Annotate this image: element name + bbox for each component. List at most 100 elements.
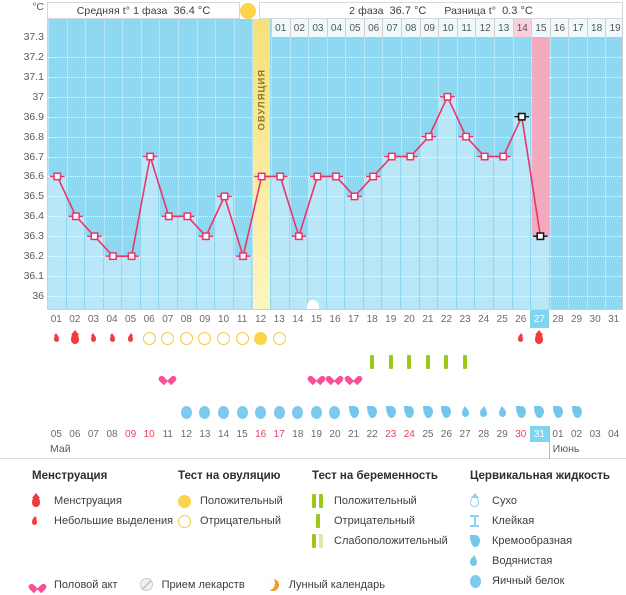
day-column[interactable] [141,156,159,309]
day-column[interactable] [216,196,233,309]
day-column[interactable] [160,216,178,309]
phase2-day-number[interactable]: 12 [475,19,494,37]
day-column[interactable] [86,236,103,309]
menstruation-row[interactable] [47,328,623,350]
phase2-day-number[interactable]: 10 [438,19,457,37]
cycle-day-label[interactable]: 21 [422,313,434,325]
day-column[interactable] [271,176,289,309]
temperature-point[interactable] [462,132,471,141]
cycle-day-label[interactable]: 08 [180,313,192,325]
calendar-date[interactable]: 02 [570,428,583,440]
menstruation-drop-small-icon[interactable] [121,328,140,348]
cycle-day-label[interactable]: 05 [125,313,137,325]
cycle-day-label[interactable]: 12 [255,313,267,325]
temperature-point[interactable] [480,152,489,161]
ovulation-test-circle-filled-icon[interactable] [251,328,270,348]
cervical-fluid-egg-icon[interactable] [196,402,215,422]
temperature-point[interactable] [499,152,508,161]
day-column[interactable] [346,196,363,309]
pregnancy-test-bar-icon[interactable] [419,352,438,372]
day-column[interactable] [364,176,382,309]
ovulation-test-circle-outline-icon[interactable] [158,328,177,348]
calendar-date[interactable]: 11 [162,428,173,440]
cervical-fluid-watery-icon[interactable] [474,402,493,422]
temperature-point[interactable] [313,172,322,181]
intercourse-heart-icon[interactable] [326,366,345,386]
calendar-date[interactable]: 22 [366,428,378,440]
pregnancy-test-bar-icon[interactable] [381,352,400,372]
calendar-date[interactable]: 05 [50,428,62,440]
phase2-day-number[interactable]: 04 [326,19,346,37]
cycle-day-label[interactable]: 24 [478,313,490,325]
temperature-point[interactable] [517,112,526,121]
temperature-point[interactable] [387,152,396,161]
calendar-date[interactable]: 31 [530,426,549,442]
day-column[interactable] [49,176,66,309]
cycle-day-label[interactable]: 28 [552,313,564,325]
cervical-fluid-creamy-icon[interactable] [344,402,363,422]
phase2-day-number[interactable]: 18 [586,19,606,37]
cycle-day-label[interactable]: 17 [348,313,360,325]
temperature-point[interactable] [71,212,80,221]
pregnancy-test-bar-icon[interactable] [400,352,419,372]
ovulation-test-circle-outline-icon[interactable] [140,328,159,348]
pregnancy-test-bar-icon[interactable] [456,352,475,372]
calendar-date[interactable]: 26 [440,428,453,440]
temperature-point[interactable] [294,232,303,241]
calendar-date[interactable]: 14 [217,428,230,440]
cycle-day-label[interactable]: 10 [217,313,230,325]
phase2-day-number[interactable]: 16 [549,19,569,37]
menstruation-drop-large-icon[interactable] [66,328,85,348]
phase2-day-number[interactable]: 05 [345,19,364,37]
calendar-date[interactable]: 03 [589,428,601,440]
calendar-date[interactable]: 10 [143,428,155,440]
pregnancy-test-row[interactable] [47,352,623,374]
day-column[interactable] [476,156,493,309]
ovulation-test-row[interactable] [47,328,623,350]
cycle-day-label[interactable]: 01 [50,313,62,325]
day-column[interactable] [104,256,122,309]
cycle-day-label[interactable]: 26 [515,313,527,325]
cycle-day-label[interactable]: 04 [106,313,118,325]
calendar-date[interactable]: 18 [292,428,304,440]
calendar-date-row[interactable]: 05 06 07 08 09 10 11 12 13 14 15 16 17 18 19 20 21 22 23 24… [47,426,623,442]
temperature-point[interactable] [332,172,340,181]
cycle-day-label[interactable]: 09 [199,313,211,325]
day-column[interactable] [309,176,326,309]
calendar-date[interactable]: 09 [125,428,137,440]
intercourse-row[interactable] [47,366,623,388]
ovulation-test-circle-outline-icon[interactable] [270,328,289,348]
calendar-date[interactable]: 27 [459,428,471,440]
calendar-date[interactable]: 17 [273,428,285,440]
menstruation-drop-small-icon[interactable] [84,328,103,348]
cycle-day-label[interactable]: 25 [496,313,508,325]
calendar-date[interactable]: 04 [608,428,620,440]
cervical-fluid-creamy-icon[interactable] [530,402,549,422]
cycle-day-label[interactable]: 23 [459,313,471,325]
phase2-day-number[interactable]: 02 [289,19,309,37]
day-column[interactable] [179,216,196,309]
cycle-day-label[interactable]: 14 [292,313,304,325]
day-column[interactable] [197,236,215,309]
temperature-point[interactable] [350,192,359,201]
cervical-fluid-creamy-icon[interactable] [512,402,531,422]
cycle-day-label[interactable]: 22 [440,313,453,325]
cervical-fluid-egg-icon[interactable] [289,402,308,422]
temperature-point[interactable] [109,252,117,261]
ovulation-test-circle-outline-icon[interactable] [233,328,252,348]
cycle-day-label[interactable]: 03 [87,313,99,325]
calendar-date[interactable]: 29 [496,428,508,440]
cervical-fluid-egg-icon[interactable] [326,402,345,422]
calendar-date[interactable]: 21 [348,428,360,440]
day-column[interactable] [420,136,438,309]
calendar-date[interactable]: 12 [180,428,192,440]
intercourse-heart-icon[interactable] [344,366,363,386]
cycle-day-label[interactable]: 18 [366,313,378,325]
menstruation-drop-small-icon[interactable] [103,328,122,348]
day-column[interactable] [457,136,475,309]
day-column[interactable] [532,236,549,309]
ovulation-test-circle-outline-icon[interactable] [177,328,196,348]
phase2-day-number[interactable]: 13 [493,19,513,37]
calendar-date[interactable]: 15 [236,428,248,440]
phase2-day-number[interactable]: 11 [456,19,476,37]
